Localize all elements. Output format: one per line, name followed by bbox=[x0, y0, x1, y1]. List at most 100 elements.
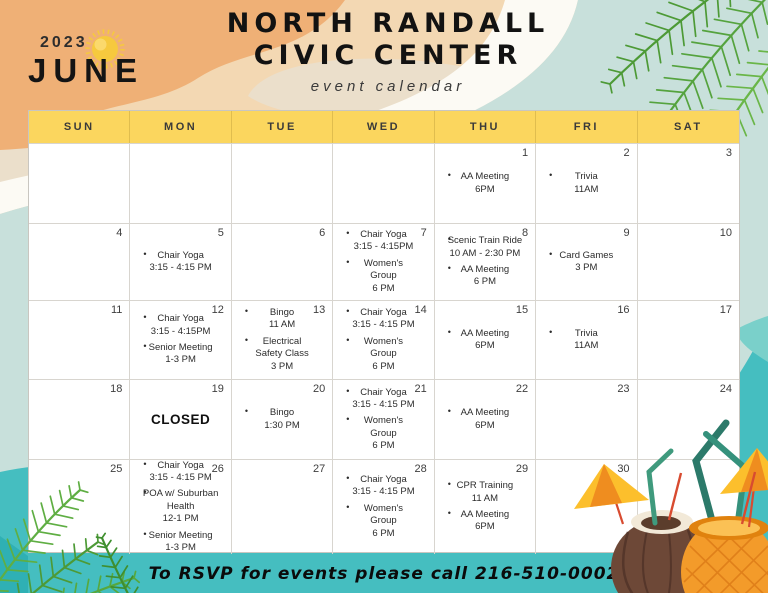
calendar-event: • AA Meeting 6PM bbox=[437, 406, 533, 432]
event-label: Senior Meeting bbox=[148, 529, 213, 541]
calendar-cell-day-7: 7 • Chair Yoga 3:15 - 4:15PM • Women's Group 6… bbox=[333, 223, 435, 300]
event-label: Chair Yoga bbox=[360, 307, 407, 319]
event-time: 6 PM bbox=[372, 282, 395, 294]
calendar-event: • Chair Yoga 3:15 - 4:15 PM bbox=[132, 459, 228, 485]
event-time: 3:15 - 4:15PM bbox=[150, 325, 211, 337]
bullet-icon: • bbox=[447, 263, 451, 273]
calendar-event: • AA Meeting 6PM bbox=[437, 508, 533, 534]
calendar-cell-empty bbox=[130, 143, 232, 223]
calendar-cell-day-24: 24 bbox=[637, 379, 739, 459]
bullet-icon: • bbox=[447, 479, 451, 490]
bullet-icon: • bbox=[447, 406, 451, 417]
event-label: Bingo bbox=[269, 407, 295, 419]
bullet-icon: • bbox=[346, 228, 350, 239]
day-number: 4 bbox=[116, 227, 123, 239]
bullet-icon: • bbox=[346, 306, 350, 317]
event-time: 3:15 - 4:15 PM bbox=[149, 262, 212, 273]
calendar-cell-day-25: 25 bbox=[29, 459, 131, 554]
calendar-cell-day-26: 26 • Chair Yoga 3:15 - 4:15 PM • POA w/ Subur… bbox=[130, 459, 232, 555]
calendar-event: • Chair Yoga 3:15 - 4:15PM bbox=[335, 228, 431, 254]
day-number: 18 bbox=[110, 383, 123, 395]
calendar-event: • Chair Yoga 3:15 - 4:15 PM bbox=[335, 306, 431, 332]
event-label: AA Meeting bbox=[460, 327, 510, 339]
event-time: 6PM bbox=[475, 340, 495, 351]
day-number: 2 bbox=[623, 147, 630, 159]
calendar-cell-day-10: 10 bbox=[637, 223, 739, 300]
calendar-cell-day-4: 4 bbox=[29, 223, 131, 300]
event-time: 1-3 PM bbox=[165, 354, 196, 366]
calendar-cell-day-16: 16 • Trivia 11AM bbox=[536, 300, 638, 379]
calendar-event: • Chair Yoga 3:15 - 4:15 PM bbox=[335, 385, 431, 412]
calendar-event: • Senior Meeting 1-3 PM bbox=[132, 528, 228, 555]
event-time: 3 PM bbox=[575, 262, 598, 273]
day-number: 19 bbox=[211, 383, 224, 395]
day-header-fri: FRI bbox=[536, 111, 638, 143]
calendar-cell-day-5: 5 • Chair Yoga 3:15 - 4:15 PM bbox=[130, 223, 232, 300]
event-time: 3:15 - 4:15 PM bbox=[352, 319, 415, 331]
day-number: 23 bbox=[617, 383, 630, 395]
calendar-event: • AA Meeting 6PM bbox=[437, 326, 533, 353]
calendar-event: • Women's Group 6 PM bbox=[335, 335, 431, 373]
calendar-event: • AA Meeting 6PM bbox=[437, 170, 533, 196]
calendar-cell-empty bbox=[333, 143, 435, 223]
day-number: 22 bbox=[515, 383, 529, 395]
calendar-event: • CPR Training 11 AM bbox=[437, 479, 533, 505]
calendar-cell-day-12: 12 • Chair Yoga 3:15 - 4:15PM • Senior Meetin… bbox=[130, 300, 232, 379]
event-time: 1:30 PM bbox=[264, 419, 300, 431]
calendar-cell-empty bbox=[29, 143, 131, 223]
event-label: Chair Yoga bbox=[157, 459, 204, 471]
bullet-icon: • bbox=[143, 487, 147, 498]
event-label: Chair Yoga bbox=[157, 313, 204, 325]
calendar-cell-day-23: 23 bbox=[536, 379, 638, 459]
calendar-event: • Bingo 1:30 PM bbox=[234, 406, 330, 432]
event-label: Bingo bbox=[269, 307, 295, 319]
event-label: AA Meeting bbox=[460, 407, 510, 419]
event-time: 11AM bbox=[574, 340, 599, 351]
bullet-icon: • bbox=[346, 385, 350, 396]
bullet-icon: • bbox=[346, 501, 350, 512]
bullet-icon: • bbox=[346, 473, 350, 484]
calendar-event: • Trivia 11AM bbox=[538, 170, 634, 196]
event-label: Senior Meeting bbox=[148, 342, 213, 353]
calendar-cell-day-6: 6 bbox=[231, 223, 334, 300]
calendar-cell-day-3: 3 bbox=[637, 143, 739, 223]
day-number: 10 bbox=[719, 227, 732, 239]
event-label: Chair Yoga bbox=[360, 229, 407, 241]
calendar-cell-day-18: 18 bbox=[29, 379, 131, 459]
day-header-sun: SUN bbox=[29, 111, 131, 143]
event-label: Trivia bbox=[574, 327, 598, 339]
bullet-icon: • bbox=[549, 248, 553, 259]
bullet-icon: • bbox=[143, 528, 147, 539]
day-number: 15 bbox=[515, 304, 529, 316]
event-label: Chair Yoga bbox=[360, 386, 407, 398]
calendar-event: • Senior Meeting 1-3 PM bbox=[132, 341, 228, 367]
bullet-icon: • bbox=[346, 414, 350, 425]
event-time: 6PM bbox=[475, 183, 495, 195]
calendar-event: • Electrical Safety Class 3 PM bbox=[234, 335, 330, 373]
day-number: 16 bbox=[617, 304, 630, 316]
bullet-icon: • bbox=[447, 326, 451, 337]
calendar-cell-day-1: 1 • AA Meeting 6PM bbox=[434, 143, 537, 223]
event-time: 6 PM bbox=[473, 276, 497, 288]
bullet-icon: • bbox=[244, 306, 248, 317]
calendar-cell-day-30: 30 bbox=[536, 459, 638, 554]
day-header-mon: MON bbox=[130, 111, 232, 143]
event-label: Chair Yoga bbox=[157, 249, 204, 261]
calendar-event: • Chair Yoga 3:15 - 4:15 PM bbox=[132, 249, 228, 275]
event-time: 3:15 - 4:15 PM bbox=[352, 398, 415, 410]
calendar-cell-day-15: 15 • AA Meeting 6PM bbox=[434, 300, 537, 379]
calendar-event: • Bingo 11 AM bbox=[234, 306, 330, 332]
bullet-icon: • bbox=[244, 406, 248, 417]
day-header-sat: SAT bbox=[637, 111, 739, 143]
calendar-event: • Chair Yoga 3:15 - 4:15PM bbox=[132, 312, 228, 338]
event-label: Women's Group bbox=[363, 502, 404, 527]
calendar-cell-empty bbox=[637, 459, 739, 554]
calendar-event: • Scenic Train Ride 10 AM - 2:30 PM bbox=[437, 234, 533, 260]
event-time: 10 AM - 2:30 PM bbox=[449, 247, 521, 259]
calendar-cell-day-29: 29 • CPR Training 11 AM • AA Meeting 6PM bbox=[434, 459, 537, 554]
event-time: 3 PM bbox=[270, 360, 294, 372]
event-label: Trivia bbox=[574, 171, 598, 183]
calendar-cell-day-21: 21 • Chair Yoga 3:15 - 4:15 PM • Women's Grou… bbox=[333, 379, 435, 459]
bullet-icon: • bbox=[143, 341, 147, 351]
